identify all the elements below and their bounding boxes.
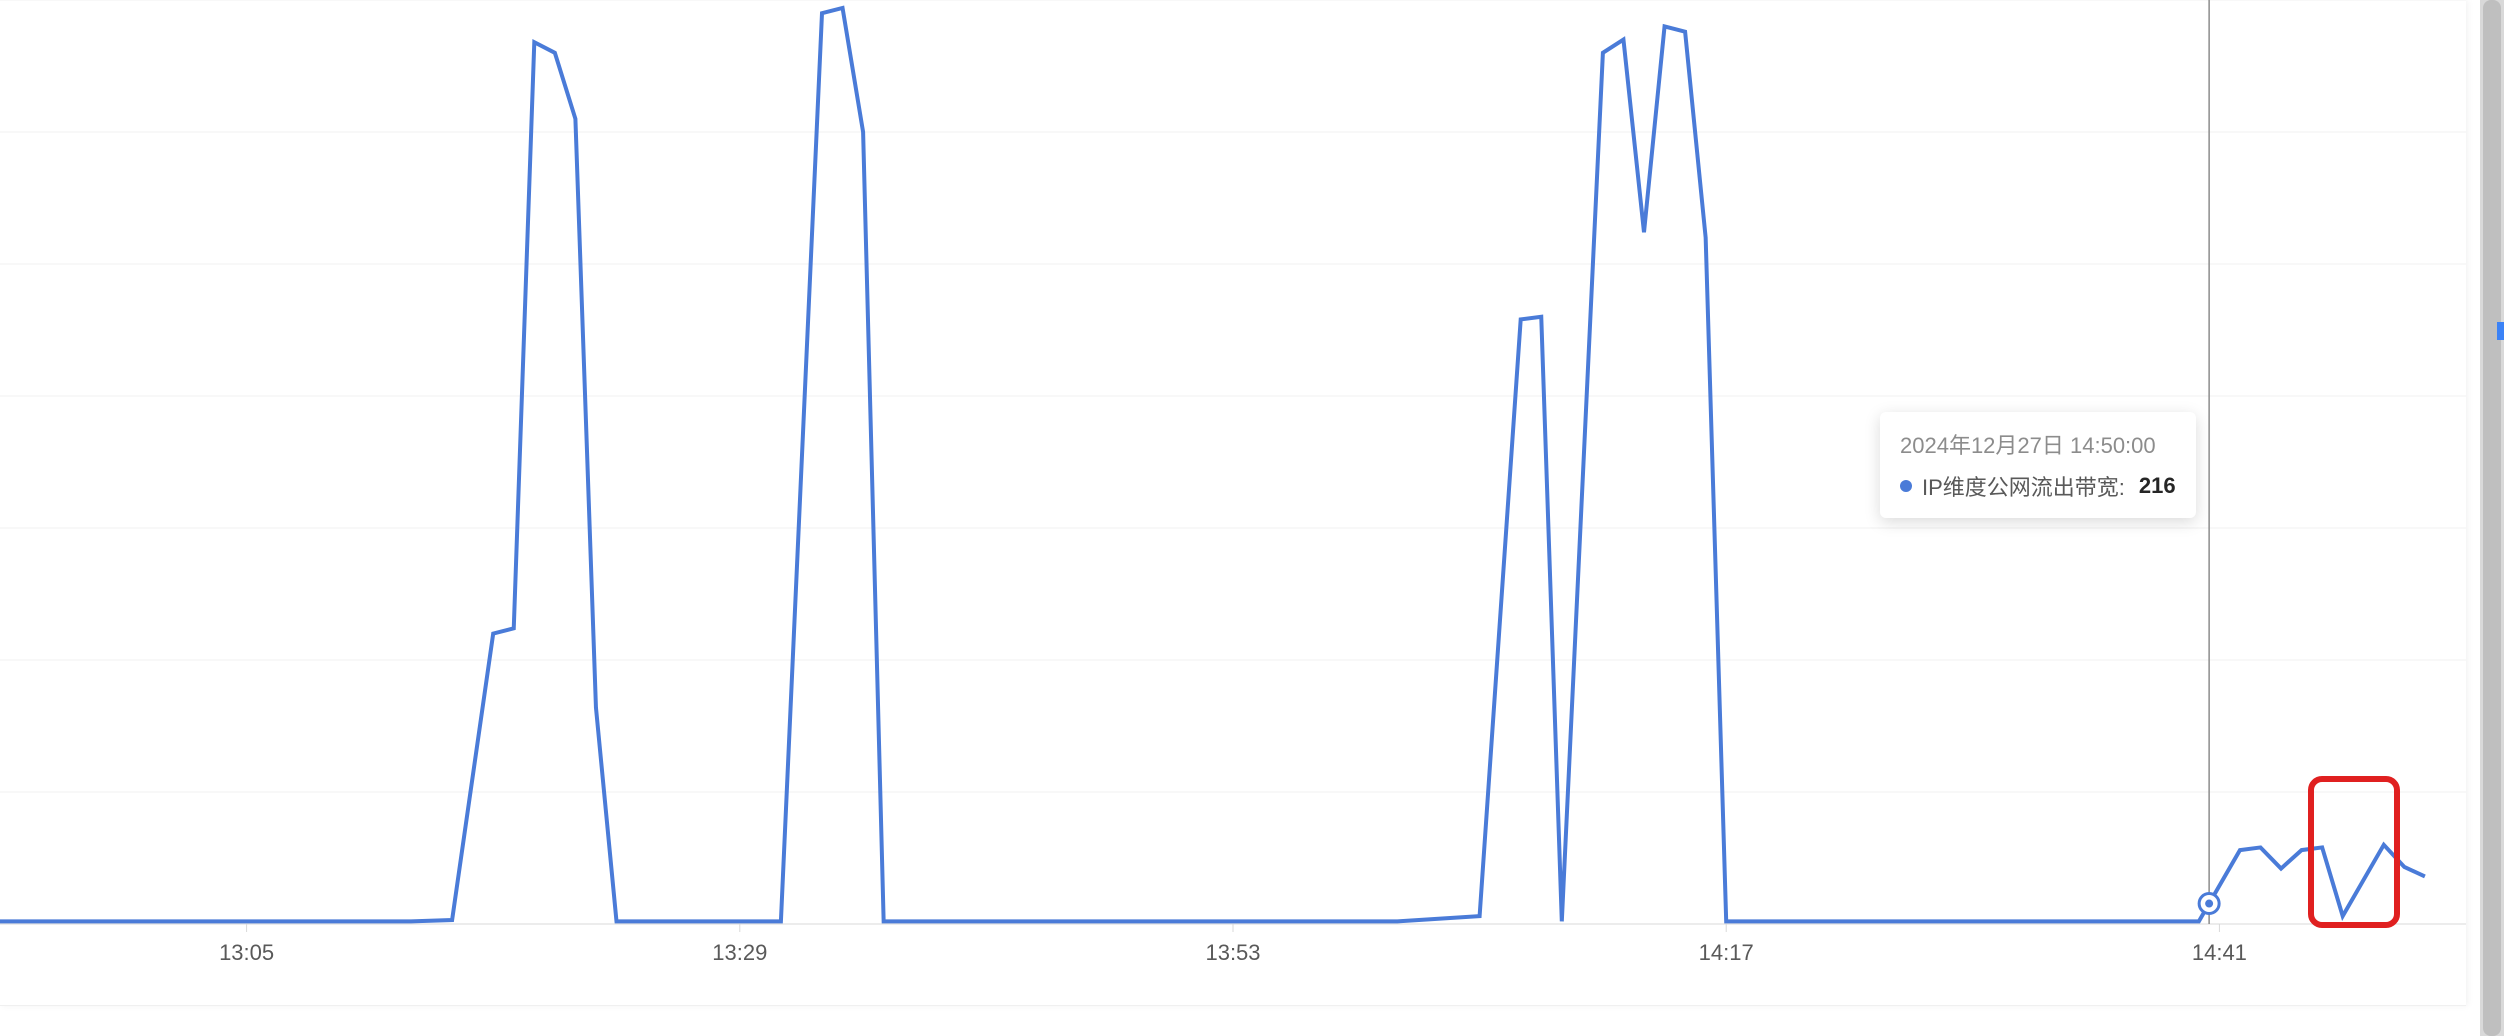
x-axis-tick-label: 14:41 [2192, 940, 2247, 966]
x-axis-tick-label: 13:05 [219, 940, 274, 966]
x-axis-tick-label: 13:53 [1205, 940, 1260, 966]
tooltip-series-dot-icon [1900, 480, 1912, 492]
chart-tooltip: 2024年12月27日 14:50:00 IP维度公网流出带宽: 216 [1880, 412, 2196, 518]
tooltip-row: IP维度公网流出带宽: 216 [1900, 470, 2176, 502]
vertical-scrollbar[interactable] [2480, 0, 2504, 1036]
chart-card: 13:05 13:29 13:53 14:17 14:41 2024年12月27日 14… [0, 0, 2466, 1006]
scrollbar-thumb[interactable] [2483, 0, 2501, 1036]
tooltip-series-value: 216 [2139, 473, 2176, 499]
tooltip-timestamp: 2024年12月27日 14:50:00 [1900, 428, 2176, 460]
chart-area[interactable]: 13:05 13:29 13:53 14:17 14:41 2024年12月27日 14… [0, 0, 2466, 1005]
scrollbar-accent-mark [2497, 322, 2504, 340]
viewport: 13:05 13:29 13:53 14:17 14:41 2024年12月27日 14… [0, 0, 2504, 1036]
x-axis-tick-label: 14:17 [1699, 940, 1754, 966]
tooltip-series-name: IP维度公网流出带宽: [1922, 470, 2125, 502]
x-axis-tick-label: 13:29 [712, 940, 767, 966]
